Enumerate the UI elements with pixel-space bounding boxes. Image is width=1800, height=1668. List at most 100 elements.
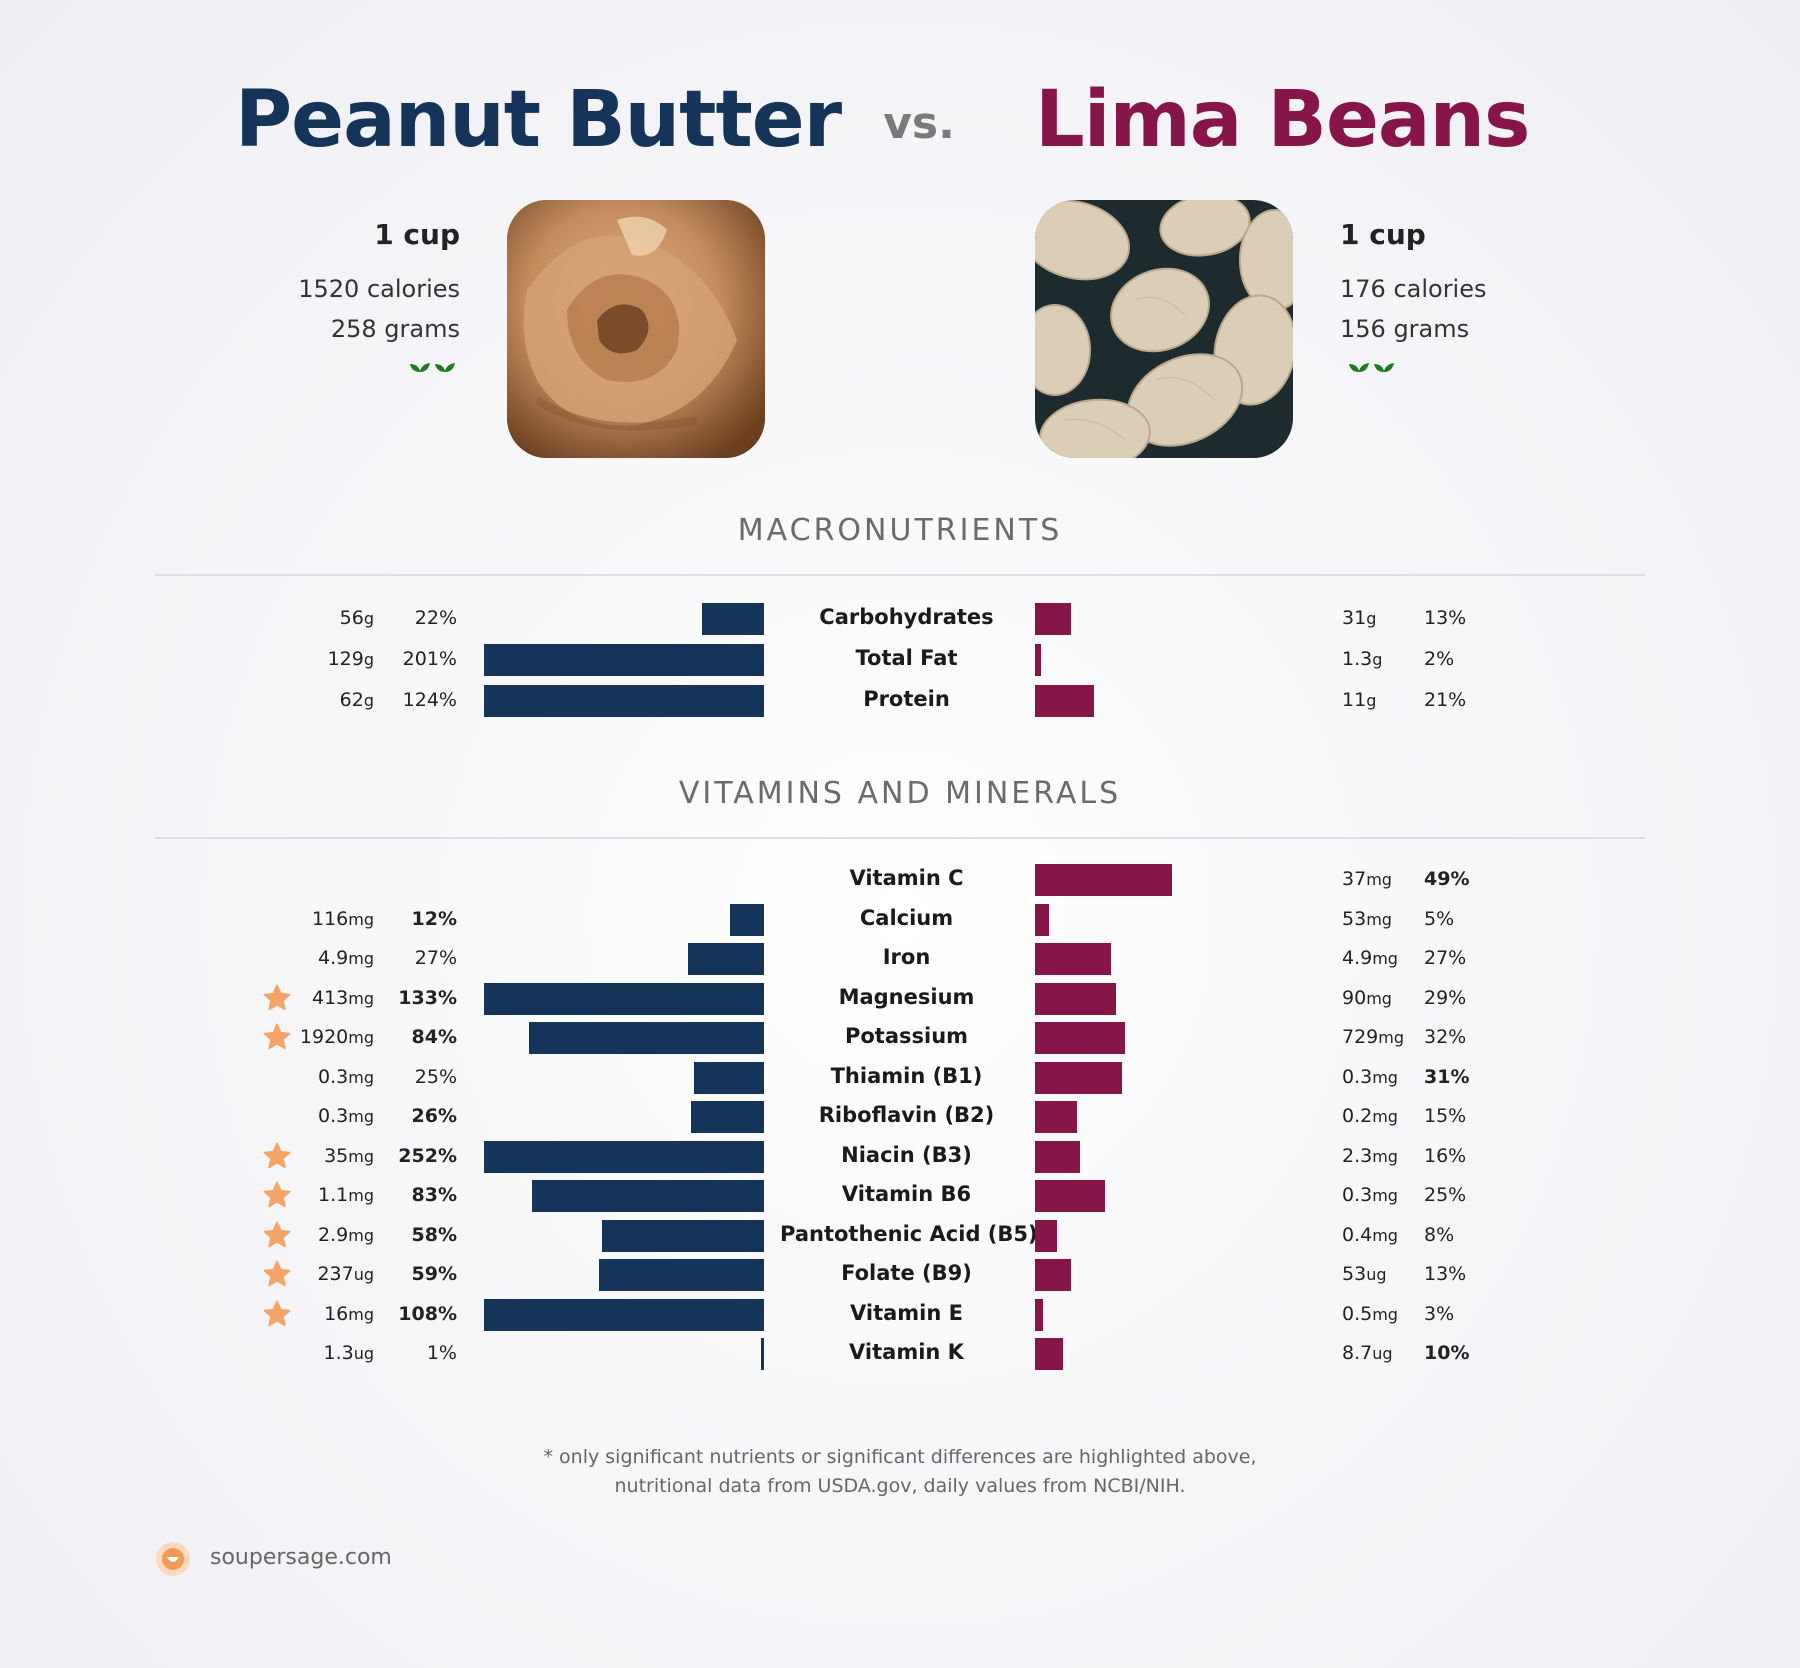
- nutrient-label: Iron: [882, 945, 931, 969]
- right-percent: 16%: [1424, 1144, 1467, 1167]
- left-percent: 1%: [426, 1342, 457, 1364]
- left-percent: 108%: [398, 1302, 457, 1325]
- star-icon: [262, 1220, 292, 1250]
- nutrient-label: Niacin (B3): [841, 1142, 972, 1167]
- star-icon: [262, 1180, 292, 1210]
- nutrient-label: Riboflavin (B2): [818, 1103, 995, 1127]
- left-percent: 25%: [414, 1065, 457, 1088]
- left-percent: 84%: [411, 1026, 457, 1048]
- right-amount: 8.7ug: [1342, 1342, 1393, 1364]
- right-percent: 5%: [1424, 907, 1455, 930]
- brand-name[interactable]: soupersage.com: [210, 1545, 392, 1570]
- right-amount: 1.3g: [1342, 648, 1383, 670]
- macronutrients-title: MACRONUTRIENTS: [737, 513, 1063, 548]
- right-amount: 0.2mg: [1342, 1105, 1398, 1127]
- left-amount: 237ug: [317, 1263, 374, 1285]
- left-bar: [484, 644, 764, 676]
- right-amount: 0.3mg: [1342, 1065, 1398, 1088]
- right-serving: 1 cup: [1340, 218, 1426, 251]
- nutrient-label: Magnesium: [838, 984, 975, 1009]
- right-bar: [1035, 1338, 1063, 1370]
- right-amount: 2.3mg: [1342, 1144, 1398, 1167]
- star-icon: [262, 1022, 292, 1052]
- left-amount: 1.3ug: [323, 1342, 374, 1364]
- left-amount: 56g: [339, 607, 374, 629]
- right-bar: [1035, 943, 1111, 975]
- right-bar: [1035, 644, 1041, 676]
- right-amount: 0.3mg: [1342, 1184, 1398, 1206]
- star-icon: [262, 1259, 292, 1289]
- star-icon: [262, 1299, 292, 1329]
- left-percent: 22%: [414, 607, 457, 629]
- left-food-title: Peanut Butter: [235, 75, 842, 165]
- right-bar: [1035, 1180, 1105, 1212]
- right-amount: 31g: [1342, 607, 1377, 629]
- right-bar: [1035, 1140, 1080, 1173]
- left-bar: [691, 1101, 764, 1133]
- left-percent: 83%: [411, 1184, 457, 1206]
- nutrient-label: Vitamin E: [850, 1300, 963, 1325]
- right-bar: [1035, 1298, 1044, 1331]
- right-percent: 2%: [1424, 648, 1455, 670]
- lima-beans-image: [1035, 200, 1293, 458]
- left-percent: 252%: [398, 1144, 457, 1167]
- nutrient-label: Carbohydrates: [819, 605, 994, 629]
- right-percent: 31%: [1424, 1065, 1470, 1088]
- left-amount: 1.1mg: [318, 1184, 374, 1206]
- right-amount: 53ug: [1342, 1263, 1387, 1285]
- star-icon: [262, 983, 292, 1013]
- nutrient-label: Pantothenic Acid (B5): [780, 1221, 1038, 1246]
- vegan-sprouts-icon: [408, 360, 458, 384]
- macros-divider: [155, 574, 1645, 576]
- left-amount: 2.9mg: [318, 1223, 374, 1246]
- left-amount: 0.3mg: [318, 1065, 374, 1088]
- right-percent: 49%: [1424, 868, 1470, 890]
- right-amount: 90mg: [1342, 986, 1392, 1009]
- vitamins-divider: [155, 837, 1645, 839]
- left-bar: [528, 1022, 764, 1054]
- vs-label: vs.: [883, 98, 955, 149]
- right-amount: 0.4mg: [1342, 1223, 1398, 1246]
- left-amount: 1920mg: [299, 1026, 374, 1048]
- left-amount: 0.3mg: [318, 1105, 374, 1127]
- left-calories: 1520 calories: [298, 275, 460, 303]
- right-percent: 29%: [1424, 986, 1467, 1009]
- left-percent: 27%: [414, 947, 457, 969]
- left-amount: 116mg: [311, 907, 374, 930]
- left-percent: 133%: [398, 986, 457, 1009]
- left-bar: [702, 603, 764, 635]
- left-amount: 35mg: [324, 1144, 374, 1167]
- right-grams: 156 grams: [1340, 315, 1470, 343]
- left-percent: 26%: [411, 1105, 457, 1127]
- footnote-line-2: nutritional data from USDA.gov, daily va…: [614, 1475, 1186, 1497]
- right-bar: [1035, 1219, 1058, 1252]
- left-percent: 59%: [411, 1263, 457, 1285]
- nutrient-label: Calcium: [859, 905, 954, 930]
- right-percent: 13%: [1424, 1263, 1467, 1285]
- right-percent: 8%: [1424, 1223, 1455, 1246]
- nutrient-label: Vitamin B6: [841, 1182, 972, 1206]
- left-bar: [694, 1061, 764, 1094]
- left-amount: 413mg: [311, 986, 374, 1009]
- left-bar: [730, 903, 764, 936]
- right-amount: 37mg: [1342, 868, 1392, 890]
- vegan-sprouts-icon: [1347, 360, 1397, 384]
- left-percent: 12%: [411, 907, 457, 930]
- nutrient-label: Vitamin K: [849, 1340, 964, 1364]
- right-bar: [1035, 903, 1049, 936]
- left-grams: 258 grams: [330, 315, 460, 343]
- right-amount: 0.5mg: [1342, 1302, 1398, 1325]
- right-percent: 10%: [1424, 1342, 1470, 1364]
- nutrient-label: Total Fat: [855, 646, 958, 670]
- peanut-butter-image: [507, 200, 765, 458]
- right-bar: [1035, 864, 1173, 896]
- right-bar: [1035, 1061, 1122, 1094]
- right-bar: [1035, 1022, 1125, 1054]
- right-calories: 176 calories: [1340, 275, 1487, 303]
- nutrient-label: Folate (B9): [841, 1261, 972, 1285]
- nutrient-label: Vitamin C: [849, 866, 964, 890]
- left-serving: 1 cup: [374, 218, 460, 251]
- right-percent: 27%: [1424, 947, 1467, 969]
- left-amount: 62g: [339, 689, 374, 711]
